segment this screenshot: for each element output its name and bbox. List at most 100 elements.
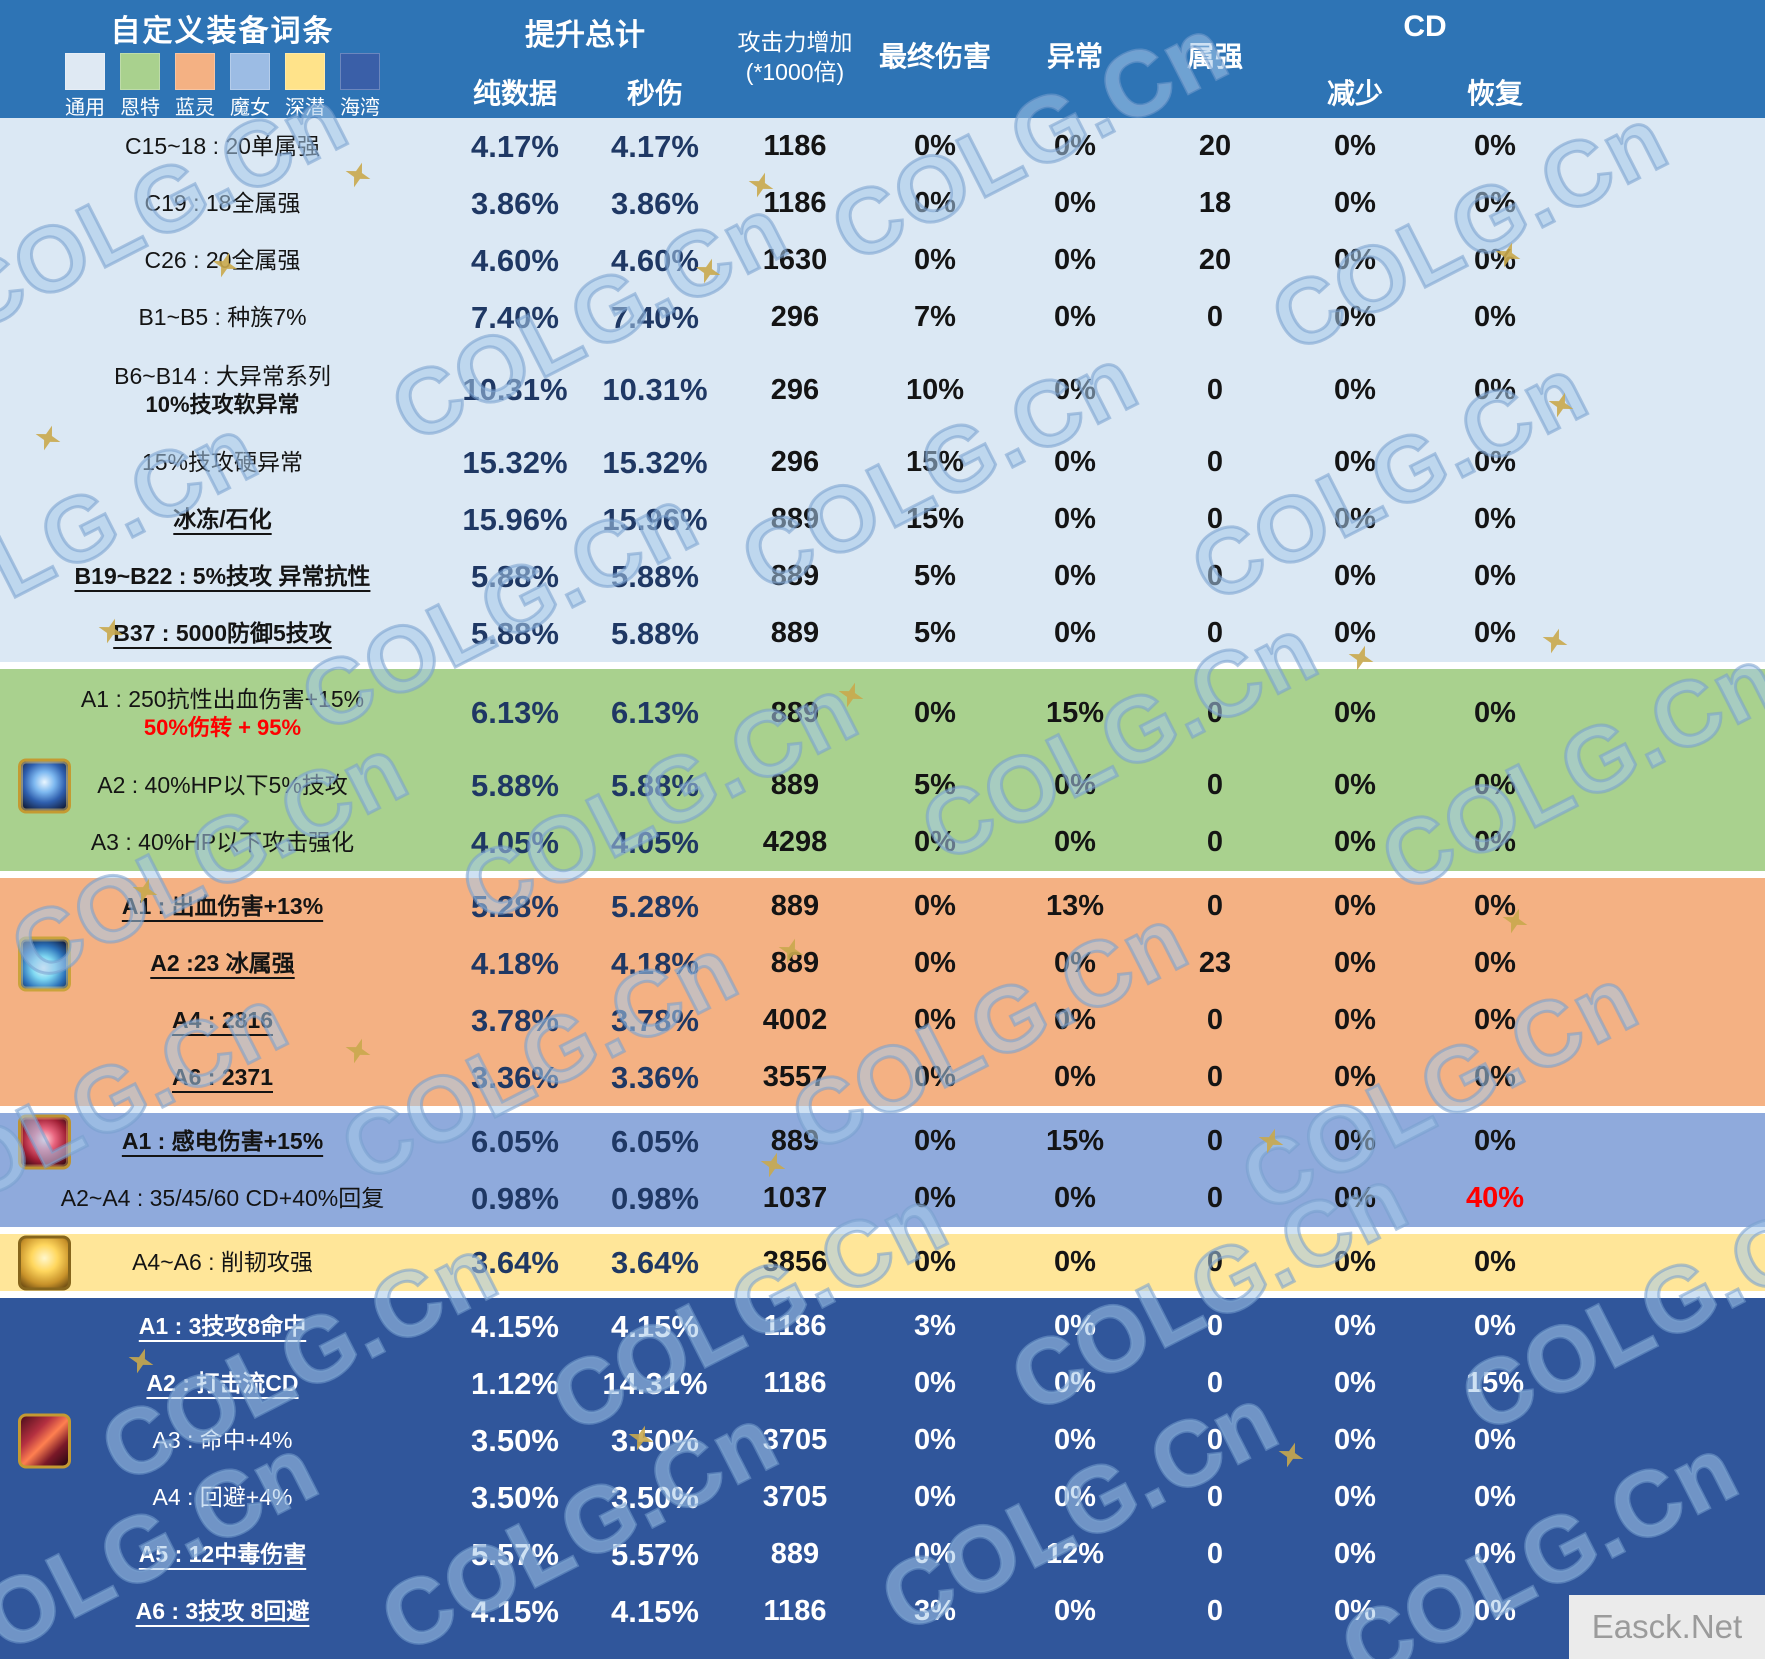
value-cd-recover: 0%	[1474, 244, 1516, 276]
value-final-damage: 5%	[914, 769, 956, 801]
value-elemental: 23	[1198, 947, 1232, 979]
value-abnormal: 0%	[1054, 769, 1096, 801]
value-elemental: 0	[1206, 617, 1224, 649]
value-cd-reduce: 0%	[1334, 769, 1376, 801]
value-pure: 4.18%	[471, 945, 559, 981]
table-row: A3 : 40%HP以下攻击强化 4.05% 4.05% 4298 0% 0% 0 0% 0%	[0, 814, 1765, 871]
section-tongyong: C15~18 : 20单属强 4.17% 4.17% 1186 0% 0% 20 0% 0% C1…	[0, 118, 1765, 662]
value-dps: 5.88%	[611, 615, 699, 651]
value-abnormal: 0%	[1054, 373, 1096, 406]
value-attack: 4298	[762, 826, 828, 858]
group-cd-label: CD	[1403, 10, 1447, 43]
value-cd-recover: 0%	[1474, 1061, 1516, 1093]
section-ente: A1 : 250抗性出血伤害+15% 50%伤转 + 95% 6.13% 6.13% 8…	[0, 669, 1765, 871]
value-cd-reduce: 0%	[1334, 244, 1376, 276]
value-dps: 3.50%	[611, 1422, 699, 1458]
value-cd-recover: 0%	[1474, 1246, 1516, 1278]
value-final-damage: 0%	[914, 696, 956, 729]
value-abnormal: 0%	[1054, 1182, 1096, 1214]
value-cd-recover: 0%	[1474, 1004, 1516, 1036]
value-cd-reduce: 0%	[1334, 1246, 1376, 1278]
value-dps: 3.86%	[611, 185, 699, 221]
gold-lantern-icon	[18, 1235, 71, 1290]
value-abnormal: 0%	[1054, 187, 1096, 219]
row-label: A1 : 250抗性出血伤害+15%	[80, 685, 365, 712]
value-cd-recover: 0%	[1474, 301, 1516, 333]
value-final-damage: 3%	[914, 1310, 956, 1342]
table-row: A6 : 3技攻 8回避 4.15% 4.15% 1186 3% 0% 0 0% 0%	[0, 1583, 1765, 1640]
value-cd-recover: 0%	[1474, 769, 1516, 801]
value-cd-reduce: 0%	[1334, 1061, 1376, 1093]
value-final-damage: 0%	[914, 1538, 956, 1570]
value-attack: 3856	[762, 1246, 828, 1278]
value-dps: 10.31%	[602, 372, 708, 407]
value-cd-reduce: 0%	[1334, 1538, 1376, 1570]
value-cd-reduce: 0%	[1334, 373, 1376, 406]
table-row: C19 : 18全属强 3.86% 3.86% 1186 0% 0% 18 0% 0%	[0, 175, 1765, 232]
value-elemental: 0	[1206, 1004, 1224, 1036]
value-elemental: 0	[1206, 1125, 1224, 1157]
value-attack: 296	[770, 446, 820, 478]
row-label-cell: 冰冻/石化	[0, 505, 445, 534]
value-attack: 889	[770, 503, 820, 535]
row-label-cell: A2~A4 : 35/45/60 CD+40%回复	[0, 1184, 445, 1213]
value-final-damage: 0%	[914, 1061, 956, 1093]
value-cd-recover: 0%	[1474, 1310, 1516, 1342]
value-cd-reduce: 0%	[1334, 890, 1376, 922]
row-label-cell: A1 : 出血伤害+13%	[0, 892, 445, 921]
table-row: A2~A4 : 35/45/60 CD+40%回复 0.98% 0.98% 1037 0…	[0, 1170, 1765, 1227]
value-elemental: 0	[1206, 696, 1224, 729]
ice-crystal-icon	[18, 936, 71, 991]
row-label-cell: 15%技攻硬异常	[0, 448, 445, 477]
value-cd-reduce: 0%	[1334, 1004, 1376, 1036]
value-dps: 5.88%	[611, 767, 699, 803]
value-cd-reduce: 0%	[1334, 1424, 1376, 1456]
value-dps: 4.15%	[611, 1593, 699, 1629]
red-gem-icon	[18, 1114, 71, 1169]
value-pure: 5.28%	[471, 888, 559, 924]
table-row: A1 : 3技攻8命中 4.15% 4.15% 1186 3% 0% 0 0% 0%	[0, 1298, 1765, 1355]
value-abnormal: 0%	[1054, 1004, 1096, 1036]
row-sublabel: 10%技攻软异常	[145, 391, 300, 417]
legend-label: 蓝灵	[175, 97, 215, 119]
value-final-damage: 0%	[914, 1424, 956, 1456]
value-attack: 1186	[763, 1367, 827, 1399]
value-final-damage: 0%	[914, 1367, 956, 1399]
value-cd-reduce: 0%	[1334, 560, 1376, 592]
header-spacer	[1565, 0, 1765, 120]
row-label-cell: A4~A6 : 削韧攻强	[0, 1248, 445, 1277]
value-dps: 3.36%	[611, 1059, 699, 1095]
row-label-cell: B37 : 5000防御5技攻	[0, 619, 445, 648]
value-final-damage: 0%	[914, 947, 956, 979]
col-header-pure: 纯数据	[472, 78, 557, 109]
row-sublabel: 50%伤转 + 95%	[143, 714, 302, 740]
legend-swatch	[65, 53, 105, 90]
value-elemental: 18	[1198, 187, 1232, 219]
row-label-cell: A2 :23 冰属强	[0, 949, 445, 978]
value-cd-reduce: 0%	[1334, 826, 1376, 858]
value-elemental: 20	[1198, 130, 1232, 162]
value-final-damage: 0%	[914, 187, 956, 219]
legend-item-3: 魔女	[230, 53, 270, 120]
value-abnormal: 0%	[1054, 130, 1096, 162]
value-pure: 5.88%	[471, 767, 559, 803]
row-label-cell: A6 : 3技攻 8回避	[0, 1597, 445, 1626]
value-cd-recover: 0%	[1474, 130, 1516, 162]
value-attack: 3557	[762, 1061, 828, 1093]
row-label-cell: A3 : 40%HP以下攻击强化	[0, 828, 445, 857]
section-lanling: A1 : 出血伤害+13% 5.28% 5.28% 889 0% 13% 0 0% 0% A2 :…	[0, 878, 1765, 1106]
value-cd-recover: 0%	[1474, 696, 1516, 729]
value-cd-recover: 0%	[1474, 1125, 1516, 1157]
row-label-cell: A5 : 12中毒伤害	[0, 1540, 445, 1569]
row-label-cell: A4 : 2816	[0, 1006, 445, 1035]
value-cd-recover: 0%	[1474, 1424, 1516, 1456]
row-label: A4 : 回避+4%	[152, 1484, 293, 1511]
value-cd-recover: 0%	[1474, 560, 1516, 592]
value-elemental: 0	[1206, 446, 1224, 478]
row-label: A4 : 2816	[171, 1007, 273, 1034]
row-label-cell: B6~B14 : 大异常系列 10%技攻软异常	[0, 362, 445, 418]
value-elemental: 0	[1206, 1424, 1224, 1456]
table-row: A4 : 回避+4% 3.50% 3.50% 3705 0% 0% 0 0% 0%	[0, 1469, 1765, 1526]
row-label-cell: A1 : 250抗性出血伤害+15% 50%伤转 + 95%	[0, 685, 445, 741]
row-label: C19 : 18全属强	[144, 190, 301, 217]
